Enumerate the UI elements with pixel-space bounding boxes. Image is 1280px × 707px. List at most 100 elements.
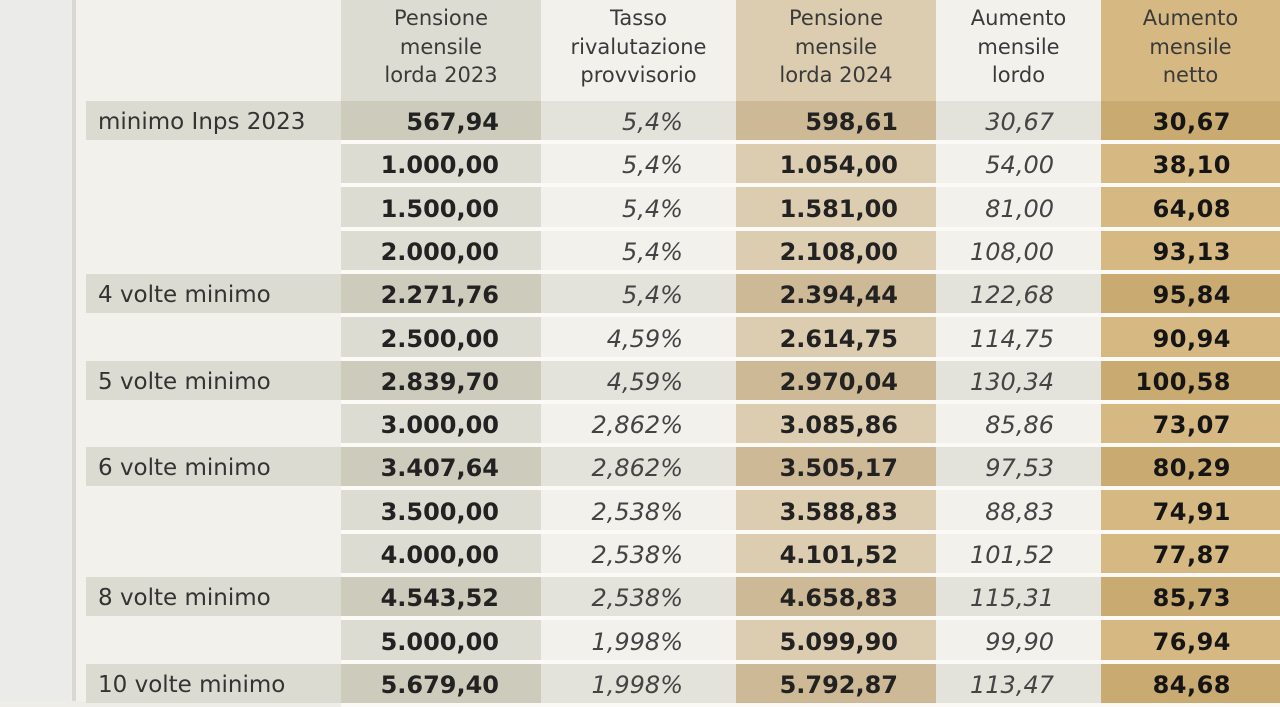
cell-tasso: 5,4% [622, 108, 683, 136]
cell-tasso: 1,998% [591, 627, 683, 656]
cell-tasso: 5,4% [622, 281, 683, 310]
cell-aumento-lordo: 101,52 [970, 541, 1054, 569]
cell-tasso: 5,4% [622, 237, 683, 266]
row-band [936, 577, 1101, 617]
cell-lorda-2024: 3.085,86 [779, 411, 898, 440]
table-row: 6 volte minimo 3.407,64 2,862% 3.505,17 97,5… [76, 447, 1280, 491]
row-label [86, 188, 341, 227]
row-band [341, 101, 541, 140]
cell-lorda-2024: 5.792,87 [779, 670, 898, 699]
row-band [541, 577, 736, 617]
table-row: 1.500,00 5,4% 1.581,00 81,00 64,08 [76, 188, 1280, 231]
row-label [86, 534, 341, 573]
row-label: 8 volte minimo [98, 585, 271, 612]
row-label: 6 volte minimo [98, 455, 271, 482]
cell-lorda-2024: 598,61 [805, 108, 898, 136]
row-separator [341, 313, 1280, 318]
table-row: 10 volte minimo 5.679,40 1,998% 5.792,87 113… [76, 663, 1280, 707]
cell-aumento-lordo: 88,83 [985, 497, 1054, 526]
row-band [1101, 577, 1280, 617]
cell-lorda-2024: 4.101,52 [779, 541, 898, 569]
table-row: 5.000,00 1,998% 5.099,90 99,90 76,94 [76, 621, 1280, 664]
cell-lorda-2024: 3.505,17 [779, 454, 898, 483]
cell-lorda-2023: 567,94 [406, 108, 499, 136]
row-band [936, 663, 1101, 703]
row-separator [341, 659, 1280, 664]
header-line: Aumento [970, 6, 1067, 30]
cell-aumento-lordo: 99,90 [985, 627, 1054, 656]
row-band [1101, 663, 1280, 703]
table-row: 4.000,00 2,538% 4.101,52 101,52 77,87 [76, 534, 1280, 577]
row-band [341, 360, 541, 400]
row-label [86, 404, 341, 443]
cell-aumento-lordo: 81,00 [985, 194, 1054, 223]
pension-table: Pensione mensile lorda 2023 Tasso rivalu… [76, 0, 1280, 707]
row-separator [341, 529, 1280, 534]
row-band [86, 577, 341, 617]
row-band [736, 447, 936, 487]
cell-aumento-netto: 38,10 [1152, 151, 1231, 180]
cell-lorda-2023: 4.000,00 [380, 541, 499, 569]
header-line: Pensione [789, 6, 883, 30]
row-label: 5 volte minimo [98, 368, 271, 395]
row-separator [341, 616, 1280, 621]
header-line: mensile [1149, 34, 1232, 59]
row-band [736, 101, 936, 140]
row-label: minimo Inps 2023 [98, 109, 306, 135]
cell-aumento-lordo: 85,86 [985, 411, 1054, 440]
row-band [341, 274, 541, 314]
row-band [541, 447, 736, 487]
cell-lorda-2023: 4.543,52 [380, 584, 499, 613]
row-band [86, 447, 341, 487]
cell-lorda-2023: 5.000,00 [380, 627, 499, 656]
header-pensione-lorda-2024: Pensione mensile lorda 2024 [736, 4, 936, 90]
cell-lorda-2024: 2.394,44 [779, 281, 898, 310]
cell-tasso: 5,4% [622, 151, 683, 180]
header-line: lordo [991, 63, 1046, 87]
row-band [1101, 101, 1280, 140]
row-band [341, 577, 541, 617]
cell-tasso: 2,862% [591, 411, 683, 440]
cell-lorda-2023: 2.500,00 [380, 324, 499, 353]
cell-lorda-2024: 4.658,83 [779, 584, 898, 613]
cell-tasso: 2,538% [591, 584, 683, 613]
cell-lorda-2023: 1.000,00 [380, 151, 499, 180]
row-band [936, 447, 1101, 487]
cell-tasso: 2,862% [591, 454, 683, 483]
row-band [1101, 274, 1280, 314]
row-band [736, 577, 936, 617]
cell-tasso: 2,538% [591, 541, 683, 569]
table-row: minimo Inps 2023 567,94 5,4% 598,61 30,67 30,… [76, 101, 1280, 144]
cell-aumento-lordo: 122,68 [970, 281, 1054, 310]
cell-lorda-2023: 5.679,40 [380, 670, 499, 699]
cell-lorda-2023: 3.407,64 [380, 454, 499, 483]
row-label [86, 491, 341, 530]
table-row: 4 volte minimo 2.271,76 5,4% 2.394,44 122,68… [76, 274, 1280, 318]
row-label [86, 621, 341, 660]
cell-aumento-netto: 84,68 [1152, 670, 1231, 699]
left-margin [0, 0, 70, 701]
row-separator [341, 486, 1280, 491]
cell-aumento-netto: 93,13 [1152, 237, 1231, 266]
row-band [736, 360, 936, 400]
cell-lorda-2023: 3.500,00 [380, 497, 499, 526]
cell-tasso: 4,59% [606, 367, 683, 396]
cell-lorda-2024: 2.614,75 [779, 324, 898, 353]
header-aumento-netto: Aumento mensile netto [1101, 4, 1280, 90]
row-band [541, 101, 736, 140]
table-row: 3.500,00 2,538% 3.588,83 88,83 74,91 [76, 491, 1280, 534]
table-row: 1.000,00 5,4% 1.054,00 54,00 38,10 [76, 144, 1280, 188]
row-label [86, 318, 341, 357]
row-band [341, 447, 541, 487]
row-band [86, 360, 341, 400]
cell-aumento-netto: 90,94 [1152, 324, 1231, 353]
header-line: rivalutazione [570, 34, 707, 59]
cell-lorda-2023: 2.839,70 [380, 367, 499, 396]
cell-aumento-lordo: 54,00 [985, 151, 1054, 180]
header-line: lorda 2024 [779, 63, 893, 87]
cell-aumento-netto: 80,29 [1152, 454, 1231, 483]
cell-aumento-netto: 74,91 [1152, 497, 1231, 526]
cell-aumento-lordo: 114,75 [970, 324, 1054, 353]
cell-aumento-lordo: 108,00 [970, 237, 1054, 266]
row-band [541, 360, 736, 400]
